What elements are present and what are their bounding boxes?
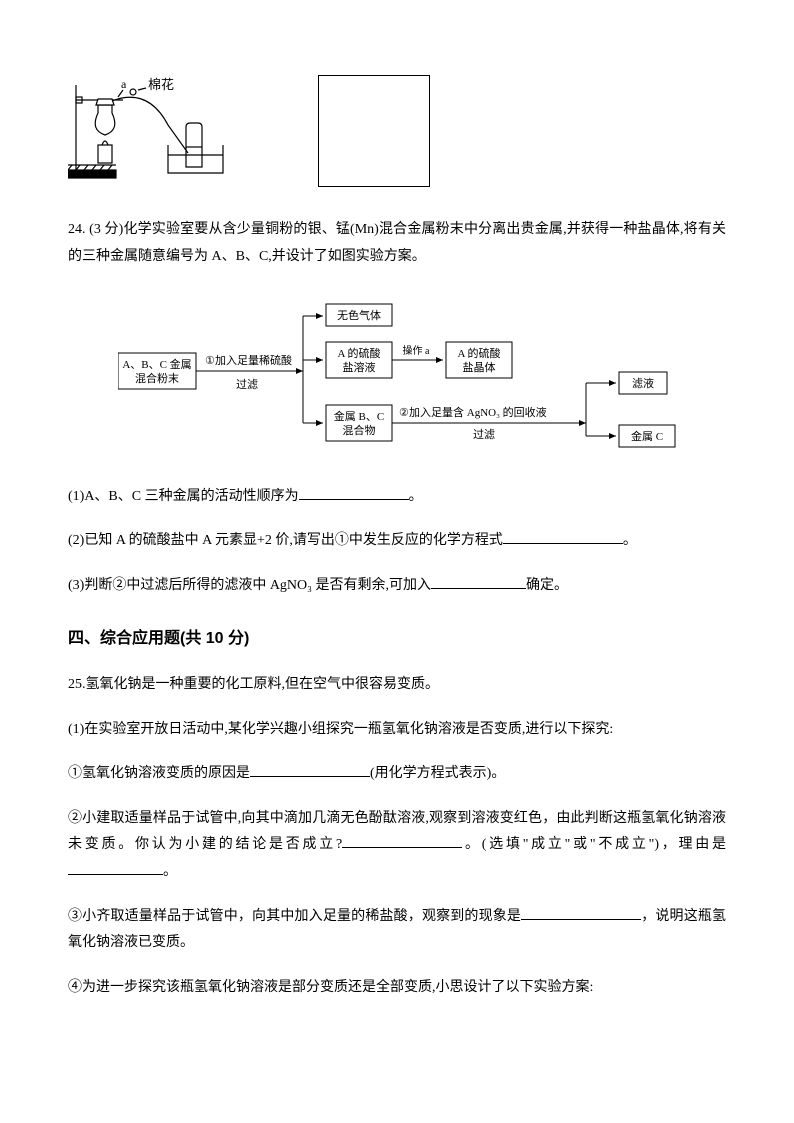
q25-s2: ②小建取适量样品于试管中,向其中滴加几滴无色酚酞溶液,观察到溶液变红色，由此判断…	[68, 806, 726, 886]
svg-text:盐晶体: 盐晶体	[463, 360, 496, 374]
svg-text:A、B、C 金属: A、B、C 金属	[122, 357, 191, 371]
q25-s1-pre: ①氢氧化钠溶液变质的原因是	[68, 766, 250, 781]
svg-text:A 的硫酸: A 的硫酸	[457, 346, 500, 360]
q24-flowchart: A、B、C 金属 混合粉末 ① 加入足量稀硫酸 过滤 无色气体 A 的硫酸 盐溶…	[118, 298, 698, 448]
svg-text:金属 C: 金属 C	[631, 429, 663, 443]
blank	[68, 860, 163, 875]
q24-stem: 24. (3 分)化学实验室要从含少量铜粉的银、锰(Mn)混合金属粉末中分离出贵…	[68, 217, 726, 270]
svg-text:过滤: 过滤	[473, 428, 495, 441]
q24-sub3-end: 确定。	[526, 578, 568, 593]
q25-s2-mid: 。(选填"成立"或"不成立")，理由是	[462, 837, 726, 852]
blank	[299, 484, 409, 499]
q25-s4: ④为进一步探究该瓶氢氧化钠溶液是部分变质还是全部变质,小思设计了以下实验方案:	[68, 975, 726, 1002]
q25-s2-end: 。	[163, 864, 177, 879]
apparatus-diagram: a 棉花	[68, 75, 228, 185]
svg-text:A 的硫酸: A 的硫酸	[337, 346, 380, 360]
q25-s1-end: (用化学方程式表示)。	[370, 766, 505, 781]
empty-answer-box	[318, 75, 430, 187]
svg-text:金属 B、C: 金属 B、C	[334, 409, 384, 423]
svg-text:过滤: 过滤	[236, 378, 258, 391]
q24-sub3-text: (3)判断②中过滤后所得的滤液中 AgNO₃ 是否有剩余,可加入	[68, 578, 431, 593]
q25-s1: ①氢氧化钠溶液变质的原因是 (用化学方程式表示)。	[68, 761, 726, 788]
q25-s3-pre: ③小齐取适量样品于试管中，向其中加入足量的稀盐酸，观察到的现象是	[68, 909, 521, 924]
q25-p1: (1)在实验室开放日活动中,某化学兴趣小组探究一瓶氢氧化钠溶液是否变质,进行以下…	[68, 717, 726, 744]
blank	[250, 762, 370, 777]
q24-sub1: (1)A、B、C 三种金属的活动性顺序为 。	[68, 484, 726, 511]
q24-sub1-text: (1)A、B、C 三种金属的活动性顺序为	[68, 489, 299, 504]
q25-intro: 25.氢氧化钠是一种重要的化工原料,但在空气中很容易变质。	[68, 672, 726, 699]
apparatus-row: a 棉花	[68, 75, 726, 187]
q25-s3: ③小齐取适量样品于试管中，向其中加入足量的稀盐酸，观察到的现象是，说明这瓶氢氧化…	[68, 904, 726, 957]
q24-sub2: (2)已知 A 的硫酸盐中 A 元素显+2 价,请写出①中发生反应的化学方程式 。	[68, 528, 726, 555]
q24-sub2-end: 。	[623, 533, 637, 548]
q24-number: 24.	[68, 222, 86, 237]
blank	[503, 529, 623, 544]
blank	[431, 574, 526, 589]
svg-text:操作 a: 操作 a	[403, 344, 430, 357]
svg-text:①: ①	[205, 355, 215, 367]
q24-text: 化学实验室要从含少量铜粉的银、锰(Mn)混合金属粉末中分离出贵金属,并获得一种盐…	[68, 222, 726, 264]
q24-points: (3 分)	[89, 222, 123, 237]
q24-sub3: (3)判断②中过滤后所得的滤液中 AgNO₃ 是否有剩余,可加入 确定。	[68, 573, 726, 600]
svg-text:②: ②	[399, 407, 409, 419]
svg-text:无色气体: 无色气体	[337, 308, 381, 322]
section-4-title: 四、综合应用题(共 10 分)	[68, 624, 726, 654]
svg-text:滤液: 滤液	[632, 376, 654, 390]
svg-text:加入足量稀硫酸: 加入足量稀硫酸	[215, 353, 292, 367]
q24-sub2-text: (2)已知 A 的硫酸盐中 A 元素显+2 价,请写出①中发生反应的化学方程式	[68, 533, 503, 548]
svg-text:盐溶液: 盐溶液	[343, 360, 376, 374]
q24-sub1-end: 。	[409, 489, 423, 504]
blank	[342, 833, 462, 848]
svg-text:混合粉末: 混合粉末	[135, 371, 179, 385]
svg-text:加入足量含 AgNO₃ 的回收液: 加入足量含 AgNO₃ 的回收液	[409, 405, 547, 419]
svg-text:混合物: 混合物	[343, 423, 376, 437]
blank	[521, 904, 641, 919]
label-a: a	[121, 77, 127, 91]
label-cotton: 棉花	[148, 77, 174, 92]
